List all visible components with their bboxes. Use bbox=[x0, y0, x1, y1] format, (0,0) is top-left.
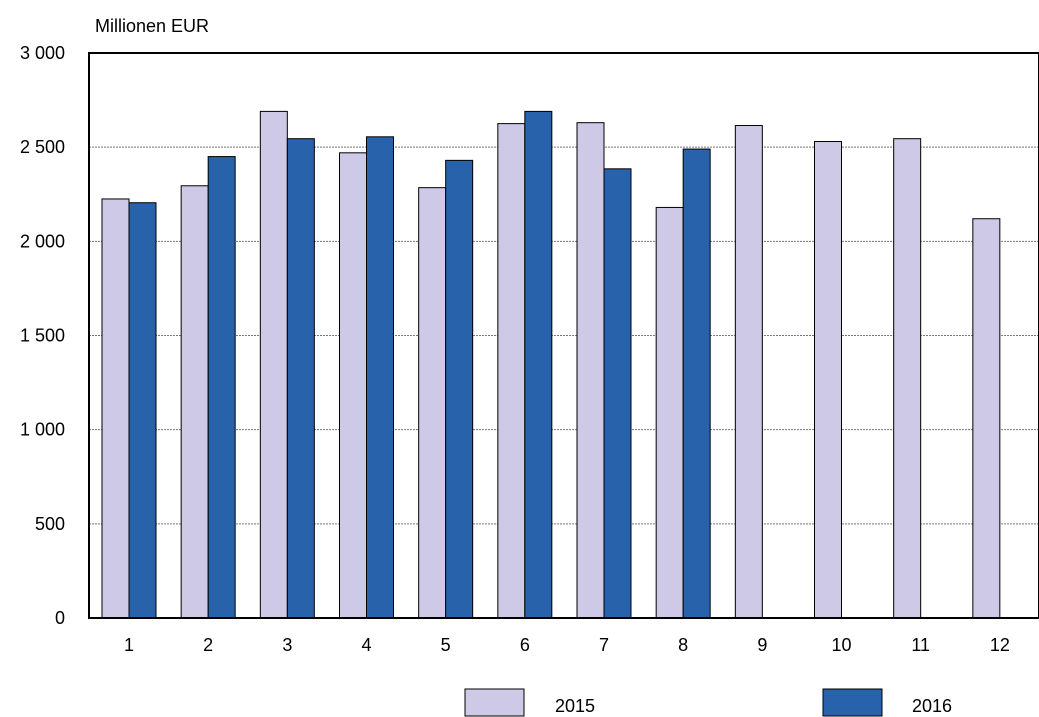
legend-label-2016: 2016 bbox=[912, 696, 952, 716]
x-tick-label: 1 bbox=[124, 635, 134, 655]
bar-2016-3 bbox=[286, 138, 315, 619]
y-tick-label: 500 bbox=[35, 514, 65, 534]
bar-2015-7 bbox=[576, 122, 605, 619]
bar-2016-7 bbox=[603, 168, 632, 619]
bar-2015-1 bbox=[101, 198, 130, 619]
x-tick-label: 11 bbox=[911, 635, 930, 655]
gridlines bbox=[89, 146, 1039, 525]
bar-2016-1 bbox=[128, 202, 157, 619]
x-tick-label: 8 bbox=[678, 635, 688, 655]
y-axis-tick-labels: 0 500 1 000 1 500 2 000 2 500 3 000 bbox=[20, 43, 65, 628]
bar-2015-9 bbox=[734, 125, 763, 619]
bar-2015-12 bbox=[972, 218, 1001, 619]
x-tick-label: 7 bbox=[599, 635, 609, 655]
x-tick-label: 9 bbox=[757, 635, 767, 655]
legend-swatch-2016 bbox=[822, 688, 883, 717]
bar-2015-10 bbox=[814, 141, 842, 619]
x-tick-label: 12 bbox=[990, 635, 1010, 655]
x-tick-label: 5 bbox=[441, 635, 451, 655]
y-tick-label: 1 000 bbox=[20, 420, 65, 440]
x-tick-label: 4 bbox=[361, 635, 371, 655]
y-tick-label: 0 bbox=[55, 608, 65, 628]
bar-2015-3 bbox=[259, 110, 288, 619]
bar-2015-8 bbox=[655, 206, 684, 619]
bar-2016-4 bbox=[366, 136, 394, 619]
legend-swatch-2015 bbox=[464, 688, 525, 717]
bar-2015-4 bbox=[339, 152, 367, 619]
bar-2015-5 bbox=[418, 187, 447, 619]
x-axis-tick-labels: 1 2 3 4 5 6 7 8 9 10 11 12 bbox=[124, 635, 1010, 655]
y-axis-unit-label: Millionen EUR bbox=[95, 16, 209, 36]
bar-2016-5 bbox=[445, 159, 474, 619]
x-tick-label: 6 bbox=[520, 635, 530, 655]
x-tick-label: 3 bbox=[282, 635, 292, 655]
legend-label-2015: 2015 bbox=[555, 696, 595, 716]
plot-frame bbox=[88, 52, 1039, 619]
bar-2015-6 bbox=[497, 123, 526, 619]
x-tick-label: 10 bbox=[831, 635, 851, 655]
bar-2015-11 bbox=[893, 138, 922, 619]
x-tick-label: 2 bbox=[203, 635, 213, 655]
bars bbox=[101, 110, 1001, 619]
bar-2016-2 bbox=[207, 156, 236, 619]
y-tick-label: 2 500 bbox=[20, 137, 65, 157]
bar-2016-6 bbox=[524, 110, 553, 619]
y-tick-label: 1 500 bbox=[20, 326, 65, 346]
bar-2016-8 bbox=[682, 148, 711, 619]
y-tick-label: 3 000 bbox=[20, 43, 65, 63]
y-tick-label: 2 000 bbox=[20, 231, 65, 251]
bar-2015-2 bbox=[180, 185, 209, 619]
legend: 2015 2016 bbox=[464, 688, 952, 717]
